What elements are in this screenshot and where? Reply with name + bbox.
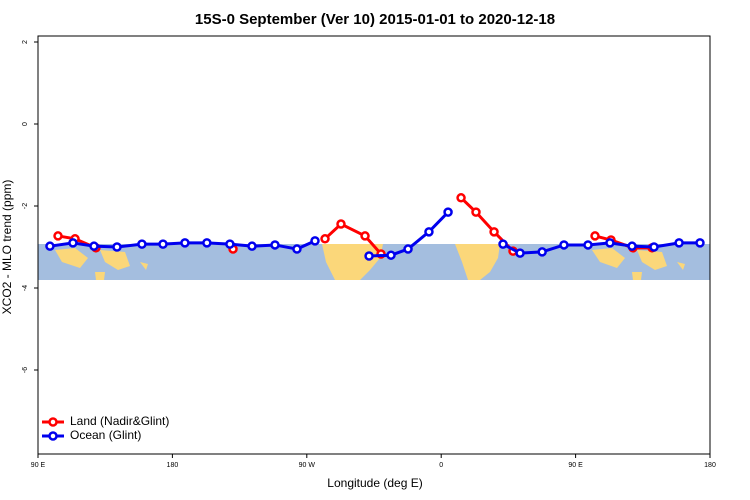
data-point xyxy=(605,238,615,248)
y-tick-label: -4 xyxy=(22,285,29,291)
data-point xyxy=(471,207,481,217)
data-point xyxy=(695,238,705,248)
legend-label: Ocean (Glint) xyxy=(70,428,141,442)
map-strip xyxy=(38,244,710,280)
data-point xyxy=(443,207,453,217)
chart-title: 15S-0 September (Ver 10) 2015-01-01 to 2… xyxy=(195,11,555,28)
data-point xyxy=(456,193,466,203)
data-point xyxy=(364,251,374,261)
x-tick-label: 180 xyxy=(167,462,179,469)
data-point xyxy=(180,238,190,248)
data-point xyxy=(320,234,330,244)
data-point xyxy=(627,241,637,251)
y-axis-label: XCO2 - MLO trend (ppm) xyxy=(0,180,14,315)
data-point xyxy=(649,242,659,252)
data-point xyxy=(537,247,547,257)
x-axis-label: Longitude (deg E) xyxy=(327,476,422,490)
data-point xyxy=(158,239,168,249)
x-tick-label: 90 W xyxy=(299,462,316,469)
y-tick-label: 0 xyxy=(22,122,29,126)
data-point xyxy=(336,219,346,229)
data-point xyxy=(53,231,63,241)
data-point xyxy=(498,239,508,249)
x-tick-label: 90 E xyxy=(568,462,583,469)
data-point xyxy=(45,241,55,251)
data-point xyxy=(310,236,320,246)
data-point xyxy=(424,227,434,237)
data-point xyxy=(403,244,413,254)
plot-frame xyxy=(37,35,711,455)
data-point xyxy=(202,238,212,248)
data-point xyxy=(292,244,302,254)
legend-marker xyxy=(48,417,58,427)
data-point xyxy=(225,239,235,249)
data-point xyxy=(515,248,525,258)
data-point xyxy=(360,231,370,241)
data-point xyxy=(674,238,684,248)
data-point xyxy=(583,240,593,250)
legend-label: Land (Nadir&Glint) xyxy=(70,414,169,428)
y-tick-label: -2 xyxy=(22,203,29,209)
data-point xyxy=(559,240,569,250)
data-point xyxy=(89,241,99,251)
legend-marker xyxy=(48,431,58,441)
data-point xyxy=(590,231,600,241)
data-point xyxy=(386,250,396,260)
data-point xyxy=(112,242,122,252)
data-point xyxy=(489,227,499,237)
x-tick-label: 180 xyxy=(704,462,716,469)
y-tick-label: -6 xyxy=(22,367,29,373)
legend: Land (Nadir&Glint)Ocean (Glint) xyxy=(42,414,169,442)
data-point xyxy=(68,238,78,248)
x-tick-label: 0 xyxy=(439,462,443,469)
data-point xyxy=(137,239,147,249)
y-tick-label: 2 xyxy=(22,40,29,44)
x-tick-label: 90 E xyxy=(31,462,46,469)
data-point xyxy=(247,241,257,251)
data-point xyxy=(270,240,280,250)
